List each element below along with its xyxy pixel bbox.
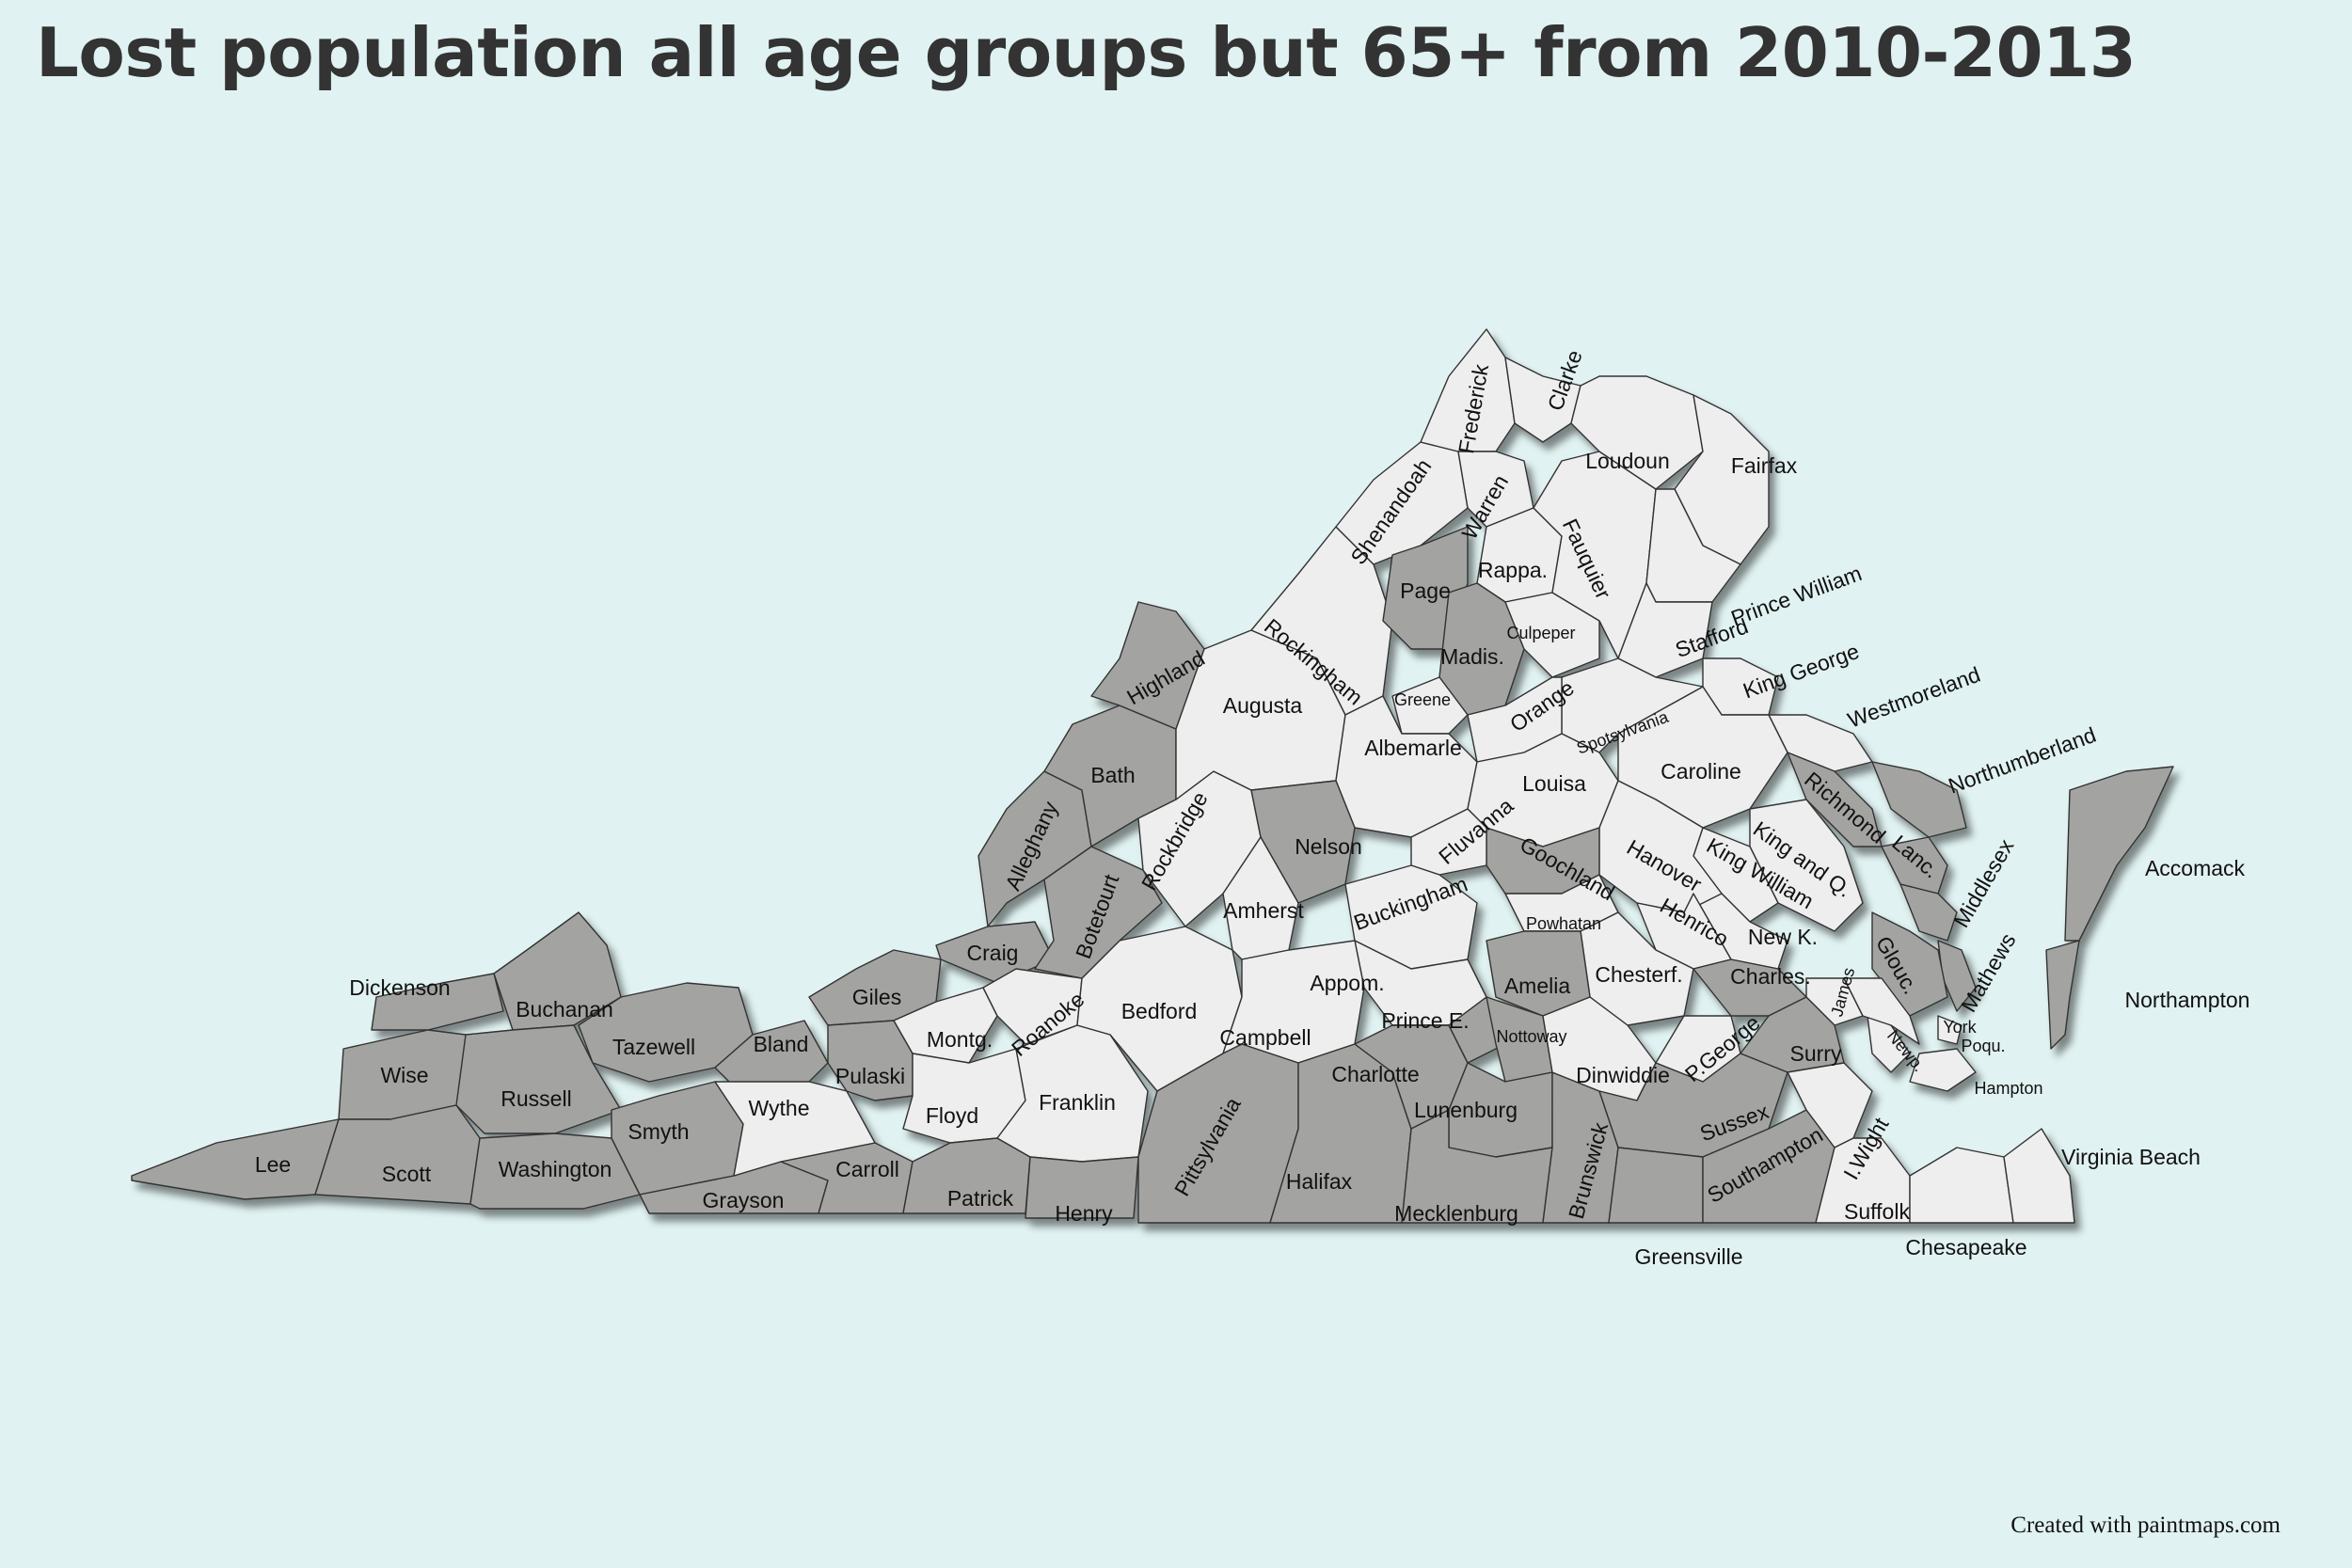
county-label-prince-william: Prince William [1727,561,1865,630]
county-label-suffolk: Suffolk [1844,1199,1910,1224]
county-label-powhatan: Powhatan [1526,914,1601,933]
county-hampton [1909,1048,1977,1092]
county-label-wise: Wise [380,1063,428,1087]
county-wythe [714,1081,876,1177]
county-label-albemarle: Albemarle [1364,736,1462,760]
county-highland [1090,601,1205,730]
county-label-prince-e: Prince E. [1381,1008,1469,1033]
county-label-patrick: Patrick [947,1186,1014,1211]
county-scott [314,1104,481,1205]
county-label-grayson: Grayson [703,1188,785,1212]
county-lee [131,1118,340,1200]
county-label-dinwiddie: Dinwiddie [1576,1063,1670,1087]
county-mecklenburg [1401,1109,1553,1224]
county-york [1843,977,1920,1045]
county-label-floyd: Floyd [926,1103,978,1128]
county-james [1805,977,1864,1026]
county-label-northumberland: Northumberland [1945,722,2099,799]
county-label-craig: Craig [967,941,1019,965]
county-label-chesterf: Chesterf. [1595,962,1682,987]
county-label-caroline: Caroline [1661,759,1741,784]
county-label-campbell: Campbell [1219,1025,1311,1050]
county-label-chesapeake: Chesapeake [1905,1235,2026,1259]
county-label-dickenson: Dickenson [349,975,450,1000]
county-label-accomack: Accomack [2145,856,2246,880]
county-label-fairfax: Fairfax [1731,453,1798,478]
county-virginia-beach [2003,1128,2075,1224]
paintmaps-credit: Created with paintmaps.com [2010,1513,2280,1538]
county-henry [1025,1156,1139,1219]
county-label-york: York [1943,1018,1977,1037]
county-label-charlotte: Charlotte [1331,1062,1419,1086]
county-label-loudoun: Loudoun [1585,449,1670,473]
county-label-charles: Charles. [1730,964,1811,989]
county-label-mecklenburg: Mecklenburg [1394,1201,1518,1226]
county-label-augusta: Augusta [1223,693,1303,718]
county-label-lee: Lee [255,1152,291,1177]
county-label-new-k: New K. [1748,925,1818,949]
county-washington [469,1132,641,1210]
county-label-page: Page [1400,578,1451,603]
county-botetourt [1034,846,1163,979]
county-label-russell: Russell [501,1086,571,1111]
county-sussex [1598,1053,1788,1158]
county-label-greensville: Greensville [1634,1244,1742,1269]
county-label-scott: Scott [382,1162,432,1186]
county-accomack [2064,766,2174,942]
county-label-giles: Giles [852,985,901,1009]
county-label-westmoreland: Westmoreland [1844,662,1983,733]
county-label-northampton: Northampton [2125,988,2250,1012]
county-label-poqu: Poqu. [1961,1037,2005,1055]
county-label-franklin: Franklin [1039,1090,1116,1115]
county-label-amelia: Amelia [1504,974,1571,998]
county-label-washington: Washington [499,1157,612,1181]
county-label-nelson: Nelson [1295,834,1362,859]
county-label-wythe: Wythe [749,1096,810,1120]
county-label-carroll: Carroll [835,1157,899,1181]
county-hanover [1598,780,1723,913]
county-label-bland: Bland [754,1032,809,1056]
county-chesapeake [1909,1147,2014,1224]
county-label-tazewell: Tazewell [612,1035,695,1059]
county-greensville [1608,1147,1704,1224]
county-label-buchanan: Buchanan [516,997,613,1022]
county-greene [1391,676,1469,735]
county-dickenson [371,973,504,1031]
county-label-nottoway: Nottoway [1496,1027,1566,1046]
county-label-greene: Greene [1394,690,1451,709]
map-title: Lost population all age groups but 65+ f… [36,13,2137,92]
county-label-appom: Appom. [1310,971,1384,995]
county-label-culpeper: Culpeper [1506,624,1575,642]
county-label-bedford: Bedford [1121,999,1198,1023]
county-label-bath: Bath [1090,763,1135,787]
county-label-pulaski: Pulaski [835,1064,905,1088]
county-lanc [1881,836,1948,895]
county-northumberland [1871,761,1967,838]
county-label-hampton: Hampton [1974,1079,2042,1098]
county-label-rappa: Rappa. [1478,558,1548,582]
county-shapes [131,328,2174,1224]
county-label-smyth: Smyth [628,1119,689,1144]
county-label-lunenburg: Lunenburg [1414,1098,1518,1122]
county-label-montg: Montg. [927,1027,993,1052]
county-label-surry: Surry [1790,1041,1842,1066]
county-label-virginia-beach: Virginia Beach [2061,1145,2201,1169]
county-middlesex [1899,883,1958,942]
county-label-halifax: Halifax [1286,1169,1353,1194]
county-label-louisa: Louisa [1522,771,1586,796]
county-label-middlesex: Middlesex [1948,834,2019,931]
county-label-madis: Madis. [1440,644,1504,669]
county-label-henry: Henry [1055,1201,1113,1226]
county-northampton [2045,940,2080,1050]
county-poqu [1937,1015,1963,1045]
county-label-amherst: Amherst [1223,898,1304,923]
